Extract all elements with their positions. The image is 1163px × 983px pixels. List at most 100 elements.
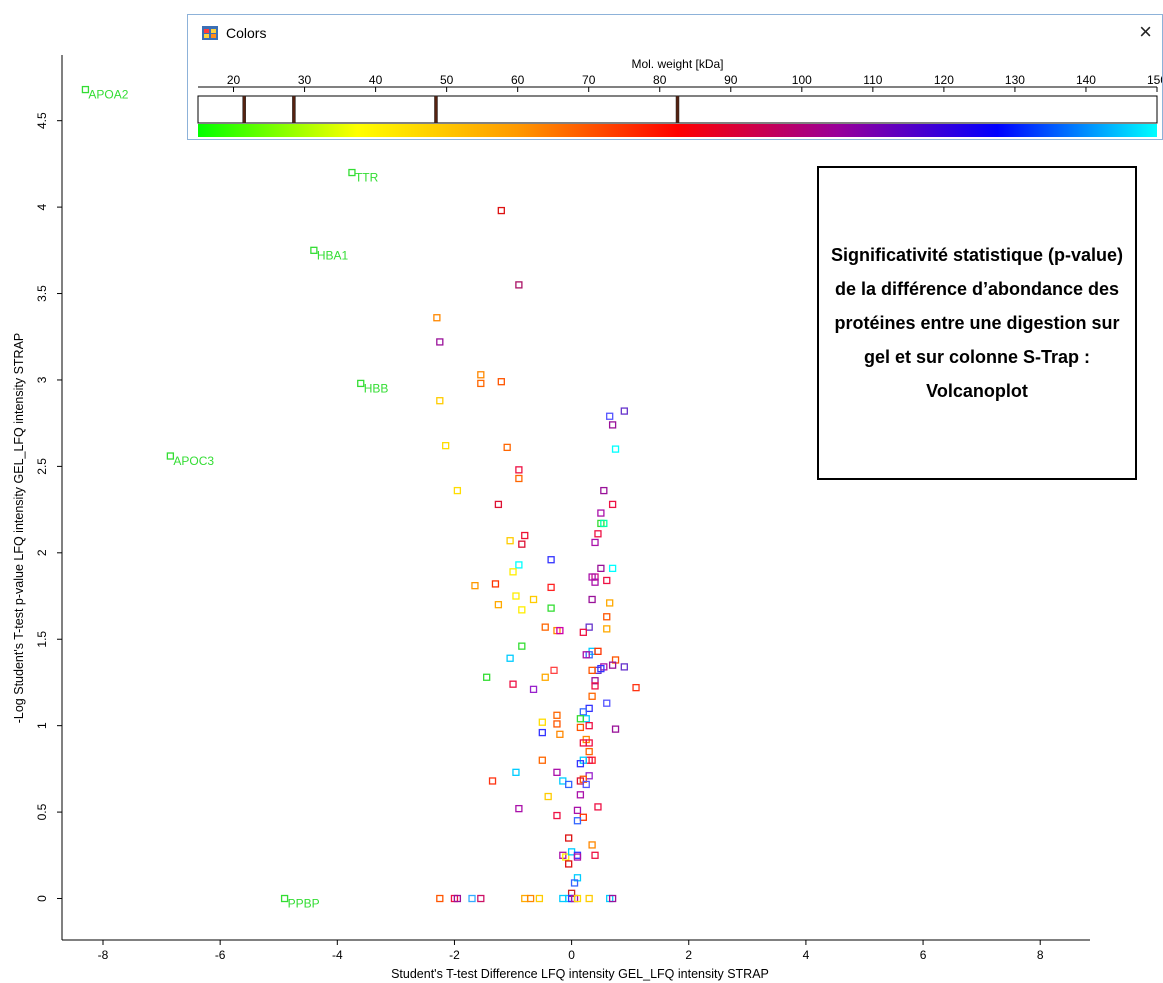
data-point bbox=[591, 538, 599, 547]
scale-marker bbox=[242, 95, 246, 124]
scale-gradient-bar bbox=[198, 124, 1157, 137]
labeled-point bbox=[348, 168, 356, 177]
scale-tick-label: 40 bbox=[369, 73, 383, 87]
scale-tick-label: 20 bbox=[227, 73, 241, 87]
data-point bbox=[565, 780, 573, 789]
colors-window[interactable]: Colors × Mol. weight [kDa] 20 30 40 50 60 70 80… bbox=[187, 14, 1163, 140]
data-point bbox=[585, 739, 593, 747]
data-point bbox=[597, 564, 605, 573]
data-point bbox=[547, 583, 555, 592]
data-point bbox=[588, 595, 596, 604]
data-point bbox=[591, 677, 599, 685]
labeled-point bbox=[357, 379, 365, 388]
data-point bbox=[497, 206, 505, 215]
y-tick-label: 4.5 bbox=[35, 112, 49, 129]
data-point bbox=[547, 556, 555, 564]
data-point bbox=[591, 682, 599, 690]
data-point bbox=[603, 613, 611, 621]
data-point bbox=[632, 683, 640, 692]
data-point bbox=[477, 379, 485, 388]
data-point bbox=[515, 561, 523, 569]
data-point bbox=[556, 730, 564, 738]
data-point bbox=[453, 486, 462, 495]
data-point bbox=[559, 777, 567, 785]
data-point bbox=[477, 894, 485, 903]
scale-tick-label: 130 bbox=[1005, 73, 1025, 87]
y-tick-label: 1 bbox=[35, 722, 49, 729]
scale-marker bbox=[675, 95, 680, 124]
data-point bbox=[579, 708, 587, 716]
data-point bbox=[535, 894, 544, 903]
y-axis-label: -Log Student's T-test p-value LFQ intens… bbox=[12, 333, 26, 724]
colors-window-title: Colors bbox=[226, 25, 267, 41]
data-point bbox=[553, 811, 561, 820]
data-points bbox=[433, 206, 640, 903]
y-tick-label: 1.5 bbox=[35, 631, 49, 648]
molecular-weight-scale[interactable]: Mol. weight [kDa] 20 30 40 50 60 70 80 90 100 110 1… bbox=[188, 55, 1162, 141]
data-point bbox=[512, 768, 520, 776]
point-label: PPBP bbox=[288, 897, 320, 911]
y-tick-label: 3 bbox=[35, 376, 49, 383]
x-tick-label: -8 bbox=[98, 948, 109, 962]
data-point bbox=[585, 894, 593, 903]
data-point bbox=[591, 851, 599, 859]
data-point bbox=[603, 576, 611, 585]
data-point bbox=[494, 601, 503, 609]
point-label: APOA2 bbox=[88, 88, 128, 102]
data-point bbox=[483, 673, 491, 681]
data-point bbox=[608, 500, 617, 509]
data-point bbox=[565, 834, 573, 842]
point-labels: APOA2 TTR HBA1 HBB APOC3 PPBP bbox=[81, 85, 389, 911]
data-point bbox=[509, 568, 517, 576]
data-point bbox=[608, 421, 617, 429]
point-label: HBA1 bbox=[317, 248, 349, 262]
data-point bbox=[494, 500, 503, 509]
data-point bbox=[471, 582, 479, 590]
scale-tick-label: 90 bbox=[724, 73, 738, 87]
palette-icon bbox=[202, 26, 218, 40]
y-tick-label: 3.5 bbox=[35, 285, 49, 302]
data-point bbox=[506, 537, 514, 545]
scale-tick-label: 100 bbox=[792, 73, 812, 87]
data-point bbox=[620, 663, 628, 671]
labeled-point bbox=[310, 246, 318, 254]
scale-tick-label: 30 bbox=[298, 73, 312, 87]
data-point bbox=[526, 894, 535, 903]
data-point bbox=[436, 338, 444, 346]
y-tick-label: 0.5 bbox=[35, 803, 49, 820]
data-point bbox=[436, 894, 444, 903]
data-point bbox=[582, 651, 590, 659]
data-point bbox=[468, 894, 476, 903]
x-tick-label: 6 bbox=[920, 948, 927, 962]
data-point bbox=[567, 848, 576, 856]
data-point bbox=[529, 685, 538, 694]
data-point bbox=[491, 580, 500, 588]
scale-tick-label: 110 bbox=[863, 73, 882, 87]
annotation-text: Significativité statistique (p-value) de… bbox=[830, 245, 1124, 401]
point-label: HBB bbox=[364, 381, 389, 395]
data-point bbox=[603, 699, 611, 707]
data-point bbox=[576, 723, 585, 732]
data-point bbox=[503, 443, 511, 452]
data-point bbox=[579, 628, 587, 636]
data-point bbox=[588, 573, 596, 581]
data-point bbox=[477, 371, 485, 379]
data-point bbox=[606, 412, 614, 420]
y-tick-label: 2.5 bbox=[35, 458, 49, 475]
data-point bbox=[515, 281, 523, 289]
data-point bbox=[576, 760, 585, 768]
data-point bbox=[600, 486, 608, 495]
data-point bbox=[518, 540, 526, 548]
data-point bbox=[565, 860, 573, 868]
data-point bbox=[611, 445, 620, 453]
scale-tick-label: 70 bbox=[582, 73, 596, 87]
data-point bbox=[515, 804, 523, 813]
data-point bbox=[529, 595, 538, 604]
data-point bbox=[582, 780, 590, 789]
close-icon[interactable]: × bbox=[1139, 19, 1152, 44]
data-point bbox=[606, 599, 614, 607]
point-label: APOC3 bbox=[173, 454, 214, 468]
x-tick-label: -4 bbox=[332, 948, 343, 962]
data-point bbox=[453, 894, 462, 903]
